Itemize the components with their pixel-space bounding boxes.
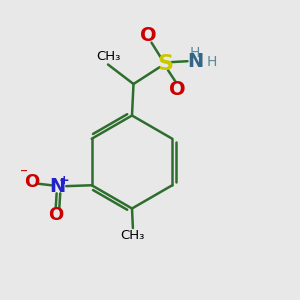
Text: S: S — [157, 54, 173, 74]
Text: O: O — [140, 26, 157, 45]
Text: H: H — [190, 46, 200, 60]
Text: N: N — [187, 52, 203, 71]
Text: N: N — [49, 177, 65, 196]
Text: +: + — [58, 174, 69, 187]
Text: CH₃: CH₃ — [96, 50, 120, 63]
Text: CH₃: CH₃ — [121, 229, 145, 242]
Text: O: O — [24, 173, 39, 191]
Text: O: O — [169, 80, 185, 99]
Text: O: O — [48, 206, 63, 224]
Text: H: H — [206, 55, 217, 68]
Text: ⁻: ⁻ — [20, 167, 28, 182]
